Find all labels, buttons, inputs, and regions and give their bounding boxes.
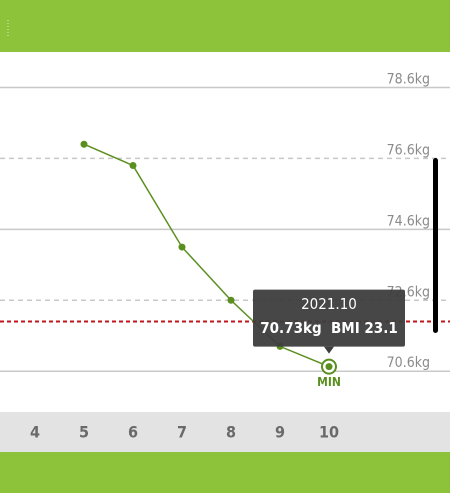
x-tick-label: 9 bbox=[275, 423, 285, 442]
x-tick-label: 10 bbox=[319, 423, 339, 442]
tooltip-date: 2021.10 bbox=[301, 295, 357, 313]
point bbox=[80, 140, 88, 148]
month-bar bbox=[0, 412, 450, 452]
tooltip-pointer bbox=[324, 346, 334, 354]
x-tick-label: 5 bbox=[79, 423, 89, 442]
point bbox=[129, 161, 137, 169]
y-tick-label: 74.6kg bbox=[387, 213, 430, 229]
y-tick-label: 78.6kg bbox=[387, 71, 430, 87]
scrollbar bbox=[433, 158, 438, 333]
point bbox=[227, 296, 235, 304]
y-tick-label: 70.6kg bbox=[387, 355, 430, 371]
tooltip-box bbox=[253, 289, 405, 347]
min-label: MIN bbox=[317, 375, 341, 389]
point bbox=[178, 243, 186, 251]
x-tick-label: 4 bbox=[30, 423, 40, 442]
top-bar bbox=[0, 0, 450, 52]
tooltip-text: 70.73kg BMI 23.1 bbox=[260, 319, 397, 337]
y-tick-label: 76.6kg bbox=[387, 142, 430, 158]
x-tick-label: 6 bbox=[128, 423, 138, 442]
bottom-bar bbox=[0, 452, 450, 493]
point bbox=[325, 363, 333, 371]
x-tick-label: 8 bbox=[226, 423, 236, 442]
data-line bbox=[83, 143, 330, 368]
chart-area bbox=[0, 52, 450, 412]
x-tick-label: 7 bbox=[177, 423, 187, 442]
